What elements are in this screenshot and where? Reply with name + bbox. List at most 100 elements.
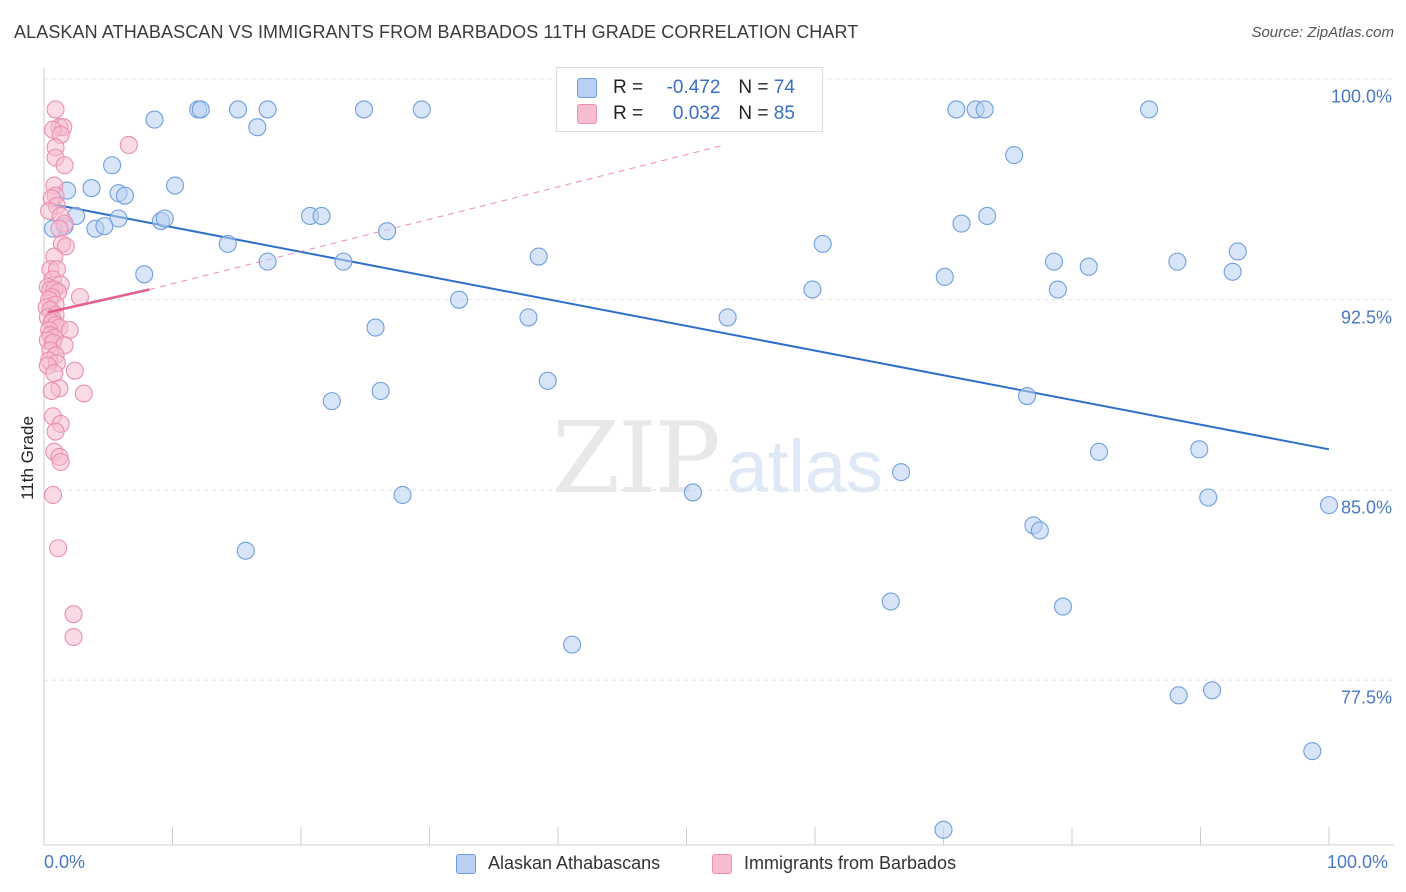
stats-r-value-blue: -0.472 bbox=[666, 77, 721, 98]
point-barbados bbox=[46, 422, 65, 441]
legend-label-pink: Immigrants from Barbados bbox=[744, 853, 957, 873]
grid-layer bbox=[44, 78, 1394, 681]
point-barbados bbox=[51, 452, 70, 472]
point-alaskan-athabascan bbox=[529, 247, 548, 266]
point-alaskan-athabascan bbox=[1053, 597, 1073, 616]
point-alaskan-athabascan bbox=[1005, 146, 1024, 165]
point-alaskan-athabascan bbox=[258, 252, 277, 271]
point-alaskan-athabascan bbox=[934, 820, 953, 839]
point-alaskan-athabascan bbox=[366, 318, 385, 337]
watermark-atlas: atlas bbox=[726, 425, 884, 508]
point-barbados bbox=[64, 605, 83, 624]
series-alaskan-athabascans bbox=[43, 100, 1339, 839]
point-barbados bbox=[42, 381, 61, 401]
axis-layer bbox=[43, 68, 1394, 846]
x-tick-label-min: 0.0% bbox=[44, 852, 86, 872]
point-alaskan-athabascan bbox=[1223, 262, 1242, 281]
point-alaskan-athabascan bbox=[82, 179, 101, 198]
point-alaskan-athabascan bbox=[1017, 387, 1037, 406]
point-alaskan-athabascan bbox=[1303, 742, 1322, 761]
point-alaskan-athabascan bbox=[450, 290, 469, 309]
y-tick-label: 85.0% bbox=[1340, 497, 1392, 518]
point-alaskan-athabascan bbox=[975, 100, 994, 119]
legend-item-immigrants-from-barbados[interactable]: Immigrants from Barbados bbox=[712, 853, 956, 874]
point-alaskan-athabascan bbox=[538, 371, 557, 390]
point-alaskan-athabascan bbox=[1168, 252, 1187, 271]
point-alaskan-athabascan bbox=[813, 234, 832, 253]
point-alaskan-athabascan bbox=[371, 381, 390, 401]
point-alaskan-athabascan bbox=[1203, 681, 1222, 700]
point-barbados bbox=[60, 321, 79, 340]
point-alaskan-athabascan bbox=[1319, 496, 1339, 515]
point-barbados bbox=[49, 539, 68, 558]
point-alaskan-athabascan bbox=[191, 100, 210, 119]
point-alaskan-athabascan bbox=[115, 186, 135, 205]
point-alaskan-athabascan bbox=[258, 100, 277, 119]
point-alaskan-athabascan bbox=[718, 308, 737, 327]
point-alaskan-athabascan bbox=[312, 206, 331, 226]
point-alaskan-athabascan bbox=[155, 209, 174, 228]
series-immigrants-from-barbados bbox=[37, 100, 150, 647]
stats-swatch-pink bbox=[577, 104, 597, 124]
point-alaskan-athabascan bbox=[228, 100, 248, 119]
point-barbados bbox=[45, 364, 64, 383]
stats-swatch-blue bbox=[577, 78, 597, 98]
chart-title: ALASKAN ATHABASCAN VS IMMIGRANTS FROM BA… bbox=[14, 22, 859, 42]
point-alaskan-athabascan bbox=[1079, 257, 1098, 276]
stats-r-label-blue: R = bbox=[613, 77, 644, 98]
point-alaskan-athabascan bbox=[1228, 242, 1247, 261]
point-alaskan-athabascan bbox=[803, 280, 822, 299]
point-alaskan-athabascan bbox=[683, 483, 702, 502]
point-alaskan-athabascan bbox=[978, 206, 997, 226]
point-alaskan-athabascan bbox=[334, 252, 353, 271]
point-barbados bbox=[46, 100, 65, 119]
point-alaskan-athabascan bbox=[378, 222, 397, 241]
point-alaskan-athabascan bbox=[103, 156, 122, 175]
stats-n-label-pink: N = bbox=[738, 103, 769, 124]
point-barbados bbox=[64, 627, 83, 647]
point-alaskan-athabascan bbox=[1169, 686, 1188, 705]
legend-swatch-blue bbox=[456, 853, 476, 874]
point-alaskan-athabascan bbox=[236, 541, 255, 560]
stats-row-pink: R = 0.032 N = 85 bbox=[577, 102, 795, 126]
point-alaskan-athabascan bbox=[145, 110, 164, 129]
chart-source: Source: ZipAtlas.com bbox=[1251, 24, 1394, 41]
point-alaskan-athabascan bbox=[947, 100, 966, 119]
y-tick-label: 77.5% bbox=[1340, 687, 1392, 708]
legend-swatch-pink bbox=[712, 853, 732, 874]
point-alaskan-athabascan bbox=[354, 100, 374, 119]
point-barbados bbox=[43, 485, 63, 505]
stats-n-value-pink: 85 bbox=[773, 103, 795, 124]
point-alaskan-athabascan bbox=[519, 308, 538, 327]
point-alaskan-athabascan bbox=[393, 485, 412, 505]
stats-r-label-pink: R = bbox=[613, 103, 644, 124]
y-axis-label: 11th Grade bbox=[18, 416, 37, 500]
point-alaskan-athabascan bbox=[218, 234, 237, 253]
point-alaskan-athabascan bbox=[1190, 440, 1209, 459]
point-alaskan-athabascan bbox=[322, 392, 341, 411]
stats-r-value-pink: 0.032 bbox=[672, 103, 721, 124]
stats-n-value-blue: 74 bbox=[773, 77, 795, 98]
point-alaskan-athabascan bbox=[95, 217, 114, 236]
point-barbados bbox=[50, 219, 69, 238]
point-barbados bbox=[56, 237, 75, 256]
trendline-extension-barbados bbox=[149, 144, 726, 291]
point-alaskan-athabascan bbox=[1048, 280, 1067, 299]
point-alaskan-athabascan bbox=[952, 214, 971, 233]
point-alaskan-athabascan bbox=[1199, 488, 1218, 507]
point-barbados bbox=[55, 156, 74, 175]
point-alaskan-athabascan bbox=[135, 265, 154, 284]
legend-item-alaskan-athabascans[interactable]: Alaskan Athabascans bbox=[456, 853, 660, 874]
trend-layer bbox=[47, 144, 1330, 451]
point-barbados bbox=[74, 384, 93, 403]
stats-n-label-blue: N = bbox=[738, 77, 769, 98]
point-alaskan-athabascan bbox=[166, 176, 185, 195]
point-alaskan-athabascan bbox=[935, 267, 954, 286]
trendline-immigrants-from-barbados bbox=[47, 288, 150, 314]
point-alaskan-athabascan bbox=[1044, 252, 1064, 271]
point-alaskan-athabascan bbox=[248, 118, 267, 137]
legend-label-blue: Alaskan Athabascans bbox=[488, 853, 661, 873]
point-alaskan-athabascan bbox=[1140, 100, 1159, 119]
x-tick-label-max: 100.0% bbox=[1327, 852, 1389, 872]
